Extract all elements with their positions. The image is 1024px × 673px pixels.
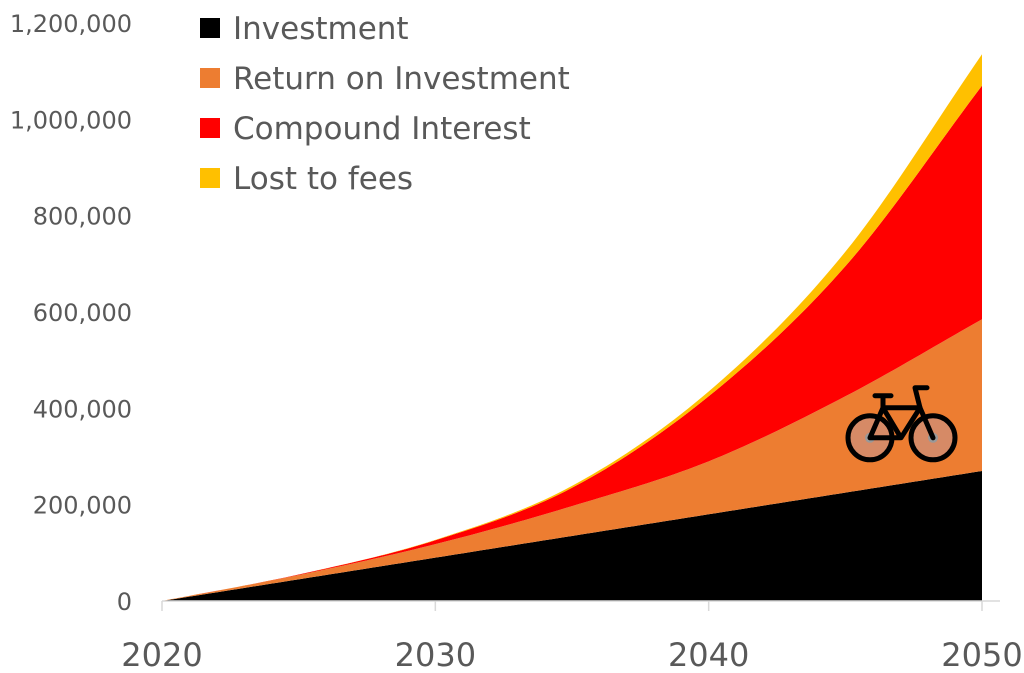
y-tick-labels: 0 200,000 400,000 600,000 800,000 1,000,000 1,… [10,10,132,616]
axes-layer [161,600,1000,611]
y-tick-label: 1,000,000 [10,106,132,134]
y-tick-label: 0 [117,588,132,616]
x-tick-label: 2030 [395,636,476,673]
legend-swatch-return-on-investment [200,68,220,88]
area-investment [162,470,982,601]
legend-label-return-on-investment: Return on Investment [233,61,570,97]
legend-label-investment: Investment [233,11,409,47]
x-tick-labels: 2020 2030 2040 2050 [121,636,1022,673]
legend-swatch-compound-interest [200,118,220,138]
legend-label-lost-to-fees: Lost to fees [233,161,413,197]
bicycle-icon [845,385,958,463]
y-tick-label: 400,000 [33,395,132,423]
annotation-layer [845,385,958,463]
y-tick-label: 200,000 [33,492,132,520]
legend-swatch-investment [200,18,220,38]
area-return-on-investment [162,319,982,601]
y-tick-label: 1,200,000 [10,10,132,38]
x-tick-label: 2020 [121,636,202,673]
area-compound-interest [162,85,982,602]
legend-swatch-lost-to-fees [200,168,220,188]
area-layer [162,54,982,602]
x-tick-label: 2040 [668,636,749,673]
legend-label-compound-interest: Compound Interest [233,111,531,147]
legend: Investment Return on Investment Compound I… [200,11,570,197]
x-tick-label: 2050 [941,636,1022,673]
y-tick-label: 800,000 [33,203,132,231]
y-tick-label: 600,000 [33,299,132,327]
